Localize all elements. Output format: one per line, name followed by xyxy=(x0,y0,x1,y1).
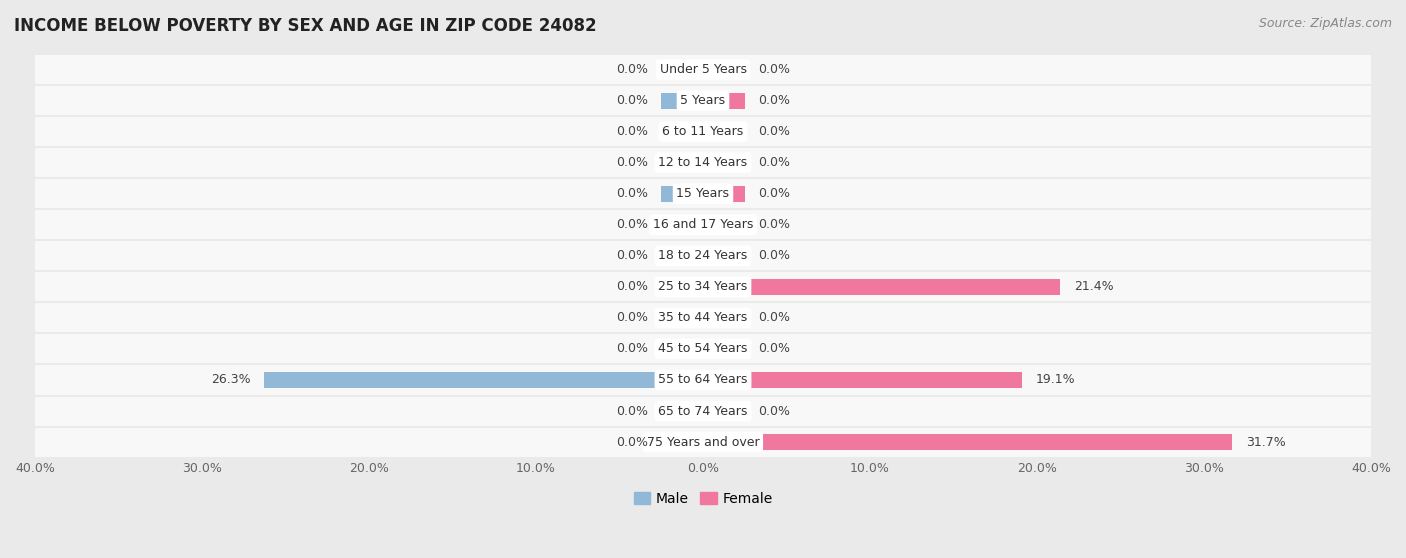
Bar xyxy=(703,341,745,357)
Bar xyxy=(703,155,745,171)
Bar xyxy=(703,61,745,78)
Bar xyxy=(661,186,703,202)
Text: 0.0%: 0.0% xyxy=(758,218,790,231)
Text: 0.0%: 0.0% xyxy=(616,280,648,294)
Text: 75 Years and over: 75 Years and over xyxy=(647,436,759,449)
Text: 0.0%: 0.0% xyxy=(758,63,790,76)
Bar xyxy=(661,93,703,109)
Text: 0.0%: 0.0% xyxy=(616,218,648,231)
Bar xyxy=(703,434,1233,450)
Text: 0.0%: 0.0% xyxy=(616,343,648,355)
Text: 0.0%: 0.0% xyxy=(616,311,648,324)
Bar xyxy=(35,364,1371,396)
Bar xyxy=(703,248,745,264)
Bar xyxy=(35,116,1371,147)
Text: 0.0%: 0.0% xyxy=(758,94,790,107)
Text: 21.4%: 21.4% xyxy=(1074,280,1114,294)
Text: 0.0%: 0.0% xyxy=(758,405,790,417)
Text: 65 to 74 Years: 65 to 74 Years xyxy=(658,405,748,417)
Bar xyxy=(35,426,1371,458)
Text: INCOME BELOW POVERTY BY SEX AND AGE IN ZIP CODE 24082: INCOME BELOW POVERTY BY SEX AND AGE IN Z… xyxy=(14,17,596,35)
Bar xyxy=(661,341,703,357)
Text: 0.0%: 0.0% xyxy=(758,156,790,169)
Bar xyxy=(703,93,745,109)
Text: 31.7%: 31.7% xyxy=(1246,436,1285,449)
Bar xyxy=(35,178,1371,209)
Text: 0.0%: 0.0% xyxy=(616,436,648,449)
Bar xyxy=(703,279,1060,295)
Bar xyxy=(35,334,1371,364)
Text: 0.0%: 0.0% xyxy=(616,405,648,417)
Text: 19.1%: 19.1% xyxy=(1035,373,1076,387)
Text: 0.0%: 0.0% xyxy=(616,94,648,107)
Text: 0.0%: 0.0% xyxy=(758,187,790,200)
Text: 26.3%: 26.3% xyxy=(211,373,250,387)
Bar xyxy=(703,403,745,419)
Bar xyxy=(703,186,745,202)
Bar xyxy=(264,372,703,388)
Bar xyxy=(661,434,703,450)
Text: 0.0%: 0.0% xyxy=(616,187,648,200)
Bar xyxy=(35,147,1371,178)
Text: 25 to 34 Years: 25 to 34 Years xyxy=(658,280,748,294)
Text: 0.0%: 0.0% xyxy=(758,343,790,355)
Text: 18 to 24 Years: 18 to 24 Years xyxy=(658,249,748,262)
Text: 0.0%: 0.0% xyxy=(758,125,790,138)
Bar xyxy=(661,403,703,419)
Text: 45 to 54 Years: 45 to 54 Years xyxy=(658,343,748,355)
Bar xyxy=(661,279,703,295)
Bar xyxy=(703,217,745,233)
Text: 0.0%: 0.0% xyxy=(616,156,648,169)
Bar xyxy=(703,123,745,140)
Text: 6 to 11 Years: 6 to 11 Years xyxy=(662,125,744,138)
Text: 0.0%: 0.0% xyxy=(616,63,648,76)
Bar xyxy=(661,217,703,233)
Bar xyxy=(661,155,703,171)
Text: 0.0%: 0.0% xyxy=(616,125,648,138)
Bar xyxy=(35,271,1371,302)
Bar xyxy=(35,209,1371,240)
Text: 55 to 64 Years: 55 to 64 Years xyxy=(658,373,748,387)
Text: Source: ZipAtlas.com: Source: ZipAtlas.com xyxy=(1258,17,1392,30)
Text: 5 Years: 5 Years xyxy=(681,94,725,107)
Text: Under 5 Years: Under 5 Years xyxy=(659,63,747,76)
Legend: Male, Female: Male, Female xyxy=(628,486,778,511)
Bar xyxy=(703,372,1022,388)
Bar xyxy=(661,61,703,78)
Text: 12 to 14 Years: 12 to 14 Years xyxy=(658,156,748,169)
Bar xyxy=(661,310,703,326)
Text: 0.0%: 0.0% xyxy=(616,249,648,262)
Bar xyxy=(661,123,703,140)
Bar xyxy=(35,54,1371,85)
Text: 16 and 17 Years: 16 and 17 Years xyxy=(652,218,754,231)
Text: 15 Years: 15 Years xyxy=(676,187,730,200)
Bar xyxy=(35,85,1371,116)
Bar xyxy=(661,248,703,264)
Bar xyxy=(703,310,745,326)
Bar xyxy=(35,396,1371,426)
Text: 0.0%: 0.0% xyxy=(758,311,790,324)
Text: 35 to 44 Years: 35 to 44 Years xyxy=(658,311,748,324)
Bar xyxy=(35,302,1371,334)
Text: 0.0%: 0.0% xyxy=(758,249,790,262)
Bar xyxy=(35,240,1371,271)
